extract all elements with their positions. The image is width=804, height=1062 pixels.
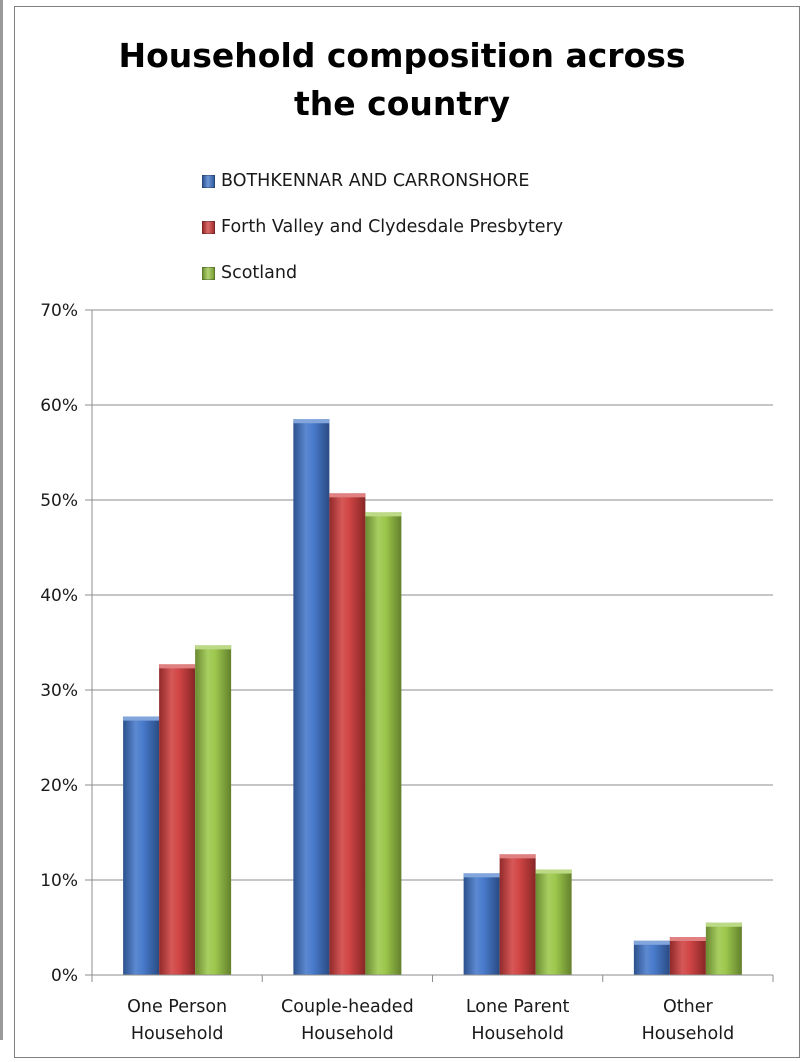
y-tick-label-6: 60% (40, 396, 78, 416)
chart-title-line-1: Household composition across (118, 36, 686, 75)
bar-top-series-2-cat-3 (499, 854, 536, 859)
x-tick-label-1-line-1: One Person (127, 997, 227, 1017)
legend-label-series-2: Forth Valley and Clydesdale Presbytery (221, 217, 564, 237)
bar-series-3-cat-1 (195, 645, 232, 975)
bar-series-2-cat-4 (669, 937, 706, 975)
bar-series-1-cat-4 (633, 940, 670, 975)
x-tick-label-4-line-2: Household (642, 1024, 735, 1044)
bar-series-1-cat-3 (463, 873, 500, 975)
bar-series-2-cat-1 (159, 664, 196, 975)
bar-top-series-1-cat-2 (293, 419, 330, 424)
bar-series-2-cat-2 (329, 493, 366, 975)
bar-top-series-3-cat-4 (705, 922, 742, 927)
legend-item-series-2: Forth Valley and Clydesdale Presbytery (202, 204, 563, 250)
bar-top-series-3-cat-1 (195, 645, 232, 650)
chart-legend: BOTHKENNAR AND CARRONSHORE Forth Valley … (202, 158, 563, 296)
legend-label-series-1: BOTHKENNAR AND CARRONSHORE (221, 171, 530, 191)
y-tick-label-1: 10% (40, 871, 78, 891)
bar-series-1-cat-1 (123, 716, 160, 975)
bar-top-series-1-cat-4 (633, 940, 670, 945)
chart-title: Household composition across the country (0, 32, 804, 128)
bar-series-3-cat-2 (365, 512, 402, 975)
bar-top-series-1-cat-1 (123, 716, 160, 721)
bar-series-3-cat-4 (705, 922, 742, 975)
x-tick-label-1-line-2: Household (131, 1024, 224, 1044)
bar-top-series-3-cat-3 (535, 869, 572, 874)
x-tick-label-2-line-2: Household (301, 1024, 394, 1044)
y-tick-label-2: 20% (40, 776, 78, 796)
bar-top-series-2-cat-2 (329, 493, 366, 498)
x-tick-label-2-line-1: Couple-headed (281, 997, 414, 1017)
x-tick-label-4-line-1: Other (663, 997, 713, 1017)
chart-title-line-2: the country (294, 84, 510, 123)
x-tick-label-3-line-2: Household (471, 1024, 564, 1044)
legend-swatch-series-1 (202, 174, 215, 188)
bar-series-1-cat-2 (293, 419, 330, 975)
y-tick-label-0: 0% (51, 966, 78, 986)
y-tick-label-4: 40% (40, 586, 78, 606)
x-tick-label-3-line-1: Lone Parent (466, 997, 570, 1017)
legend-swatch-series-2 (202, 220, 215, 234)
y-tick-label-5: 50% (40, 491, 78, 511)
legend-label-series-3: Scotland (221, 263, 298, 283)
bar-top-series-2-cat-4 (669, 937, 706, 941)
bar-series-2-cat-3 (499, 854, 536, 975)
legend-item-series-1: BOTHKENNAR AND CARRONSHORE (202, 158, 563, 204)
y-tick-label-3: 30% (40, 681, 78, 701)
y-tick-label-7: 70% (40, 301, 78, 321)
legend-item-series-3: Scotland (202, 250, 563, 296)
left-page-edge (0, 0, 3, 1040)
legend-swatch-series-3 (202, 266, 215, 280)
bar-top-series-3-cat-2 (365, 512, 402, 517)
bar-top-series-2-cat-1 (159, 664, 196, 669)
bar-series-3-cat-3 (535, 869, 572, 975)
bar-top-series-1-cat-3 (463, 873, 500, 878)
